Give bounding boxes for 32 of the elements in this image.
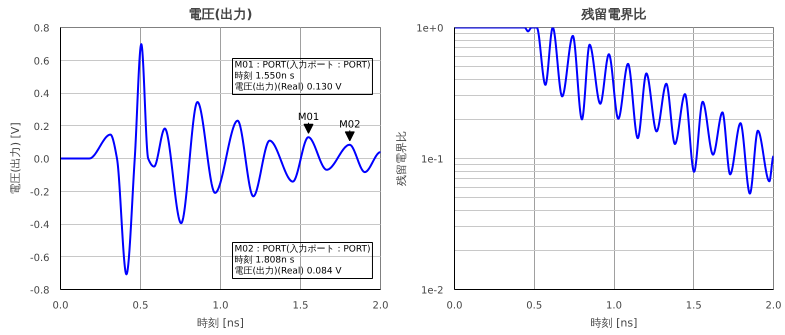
y-tick-label: 0.0 <box>34 154 50 166</box>
x-tick-label: 0.0 <box>52 300 68 312</box>
y-axis-title: 電圧(出力) [V] <box>8 122 22 195</box>
x-tick-label: 1.0 <box>606 300 622 312</box>
x-tick-label: 0.0 <box>446 300 462 312</box>
x-tick-label: 1.0 <box>212 300 228 312</box>
x-tick-label: 2.0 <box>766 300 782 312</box>
y-tick-label: 1e+0 <box>416 24 444 34</box>
y-tick-label: -0.8 <box>30 286 50 296</box>
x-tick-label: 1.5 <box>292 300 308 312</box>
x-tick-label: 2.0 <box>372 300 388 312</box>
annotation: M01 : PORT(入力ポート : PORT) 時刻 1.550n s 電圧(出力)(Real) 0.130 V <box>234 60 370 92</box>
x-tick-label: 0.5 <box>132 300 148 312</box>
y-tick-label: 0.2 <box>34 122 50 133</box>
x-tick-label: 0.5 <box>526 300 542 312</box>
y-axis-title: 残留電界比 <box>395 131 408 186</box>
y-tick-label: -0.4 <box>30 220 50 231</box>
chart-title: 電圧(出力) <box>188 8 252 22</box>
x-axis-title: 時刻 [ns] <box>197 316 244 330</box>
x-tick-label: 1.5 <box>686 300 702 312</box>
y-tick-label: -0.6 <box>30 252 50 264</box>
annotation: M01 <box>298 112 320 123</box>
y-tick-label: 0.4 <box>34 89 50 100</box>
x-axis-title: 時刻 [ns] <box>590 316 638 330</box>
annotation: M02 : PORT(入力ポート : PORT) 時刻 1.808n s 電圧(出力)(Real) 0.084 V <box>234 244 370 276</box>
y-tick-label: -0.2 <box>30 187 50 198</box>
y-tick-label: 0.6 <box>34 56 50 68</box>
y-tick-label: 0.8 <box>34 24 50 34</box>
chart-title: 残留電界比 <box>580 8 646 22</box>
y-tick-label: 1e-2 <box>421 286 444 296</box>
y-tick-label: 1e-1 <box>421 154 444 166</box>
annotation: M02 <box>339 119 360 130</box>
